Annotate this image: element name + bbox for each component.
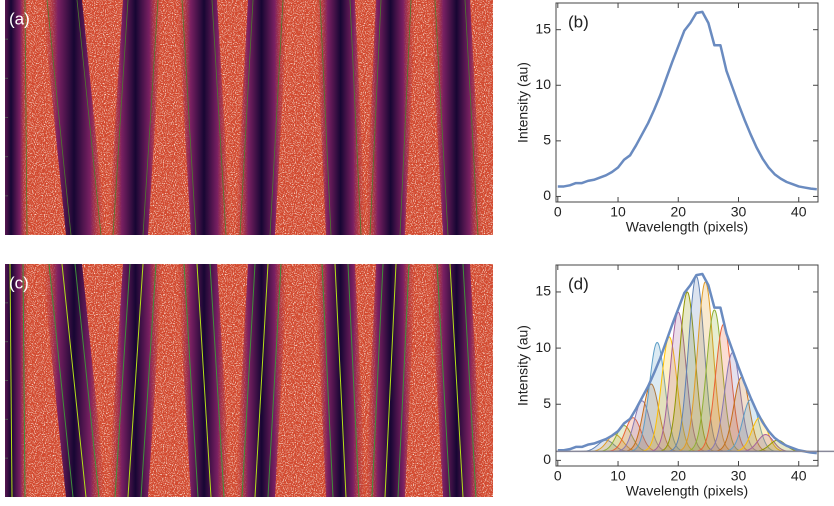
- edge-line: [369, 0, 382, 235]
- fit-line: [196, 264, 212, 497]
- intensity-line: [557, 272, 817, 455]
- fit-line: [127, 264, 144, 497]
- panel-label: (c): [9, 273, 29, 292]
- fit-line: [321, 264, 334, 497]
- fit-line: [22, 264, 26, 497]
- x-tick-label: 20: [670, 468, 686, 484]
- fit-line: [384, 264, 397, 497]
- fit-line: [462, 264, 477, 497]
- fringe-band: [315, 0, 366, 235]
- y-tick-label: 0: [543, 451, 551, 467]
- fit-line: [61, 264, 87, 497]
- plot-frame: [555, 2, 819, 203]
- fringe-band: [42, 0, 106, 235]
- intensity-line: [557, 10, 817, 191]
- fit-peak: [683, 309, 746, 452]
- fit-peak: [637, 336, 701, 452]
- edge-line: [349, 0, 362, 235]
- fit-line: [347, 264, 360, 497]
- x-tick-label: 10: [610, 204, 626, 220]
- y-tick-label: 10: [535, 76, 551, 92]
- fit-line: [397, 264, 410, 497]
- x-axis-label: Wavelength (pixels): [626, 219, 748, 235]
- fit-line: [449, 264, 464, 497]
- x-axis-label: Wavelength (pixels): [626, 483, 748, 499]
- edge-line: [112, 0, 129, 235]
- edge-line: [181, 0, 197, 235]
- x-tick-label: 40: [791, 204, 807, 220]
- fit-line: [436, 264, 451, 497]
- x-tick-label: 20: [670, 204, 686, 220]
- fit-line: [114, 264, 131, 497]
- fringe-band: [430, 0, 483, 235]
- fringe-band: [5, 0, 29, 235]
- x-tick-label: 0: [554, 468, 562, 484]
- fit-line: [254, 264, 269, 497]
- y-tick-label: 5: [543, 395, 551, 411]
- fit-line: [183, 264, 199, 497]
- edge-line: [142, 0, 159, 235]
- edge-line: [24, 0, 28, 235]
- fit-line: [267, 264, 282, 497]
- fit-line: [9, 264, 13, 497]
- fringe-band: [177, 0, 231, 235]
- x-tick-label: 40: [791, 468, 807, 484]
- fringe-band: [235, 0, 288, 235]
- edge-line: [46, 0, 72, 235]
- fringe-band: [108, 0, 163, 235]
- y-tick-label: 15: [535, 283, 551, 299]
- edge-line: [399, 0, 412, 235]
- fit-line: [48, 264, 74, 497]
- y-tick-label: 10: [535, 339, 551, 355]
- edge-line: [319, 0, 332, 235]
- plot-area: [557, 272, 817, 455]
- fit-peak: [655, 291, 719, 452]
- x-tick-label: 10: [610, 468, 626, 484]
- fit-peak: [625, 341, 689, 452]
- fringe-band: [365, 0, 416, 235]
- image-panel: [5, 264, 493, 497]
- x-tick-label: 30: [731, 468, 747, 484]
- image-panel: [5, 0, 493, 235]
- edge-line: [434, 0, 449, 235]
- edge-line: [269, 0, 284, 235]
- fit-line: [334, 264, 347, 497]
- fit-line: [371, 264, 384, 497]
- panel-label: (a): [9, 9, 30, 28]
- panel-label: (d): [568, 274, 589, 293]
- edge-line: [76, 0, 102, 235]
- fit-line: [209, 264, 225, 497]
- fit-line: [74, 264, 100, 497]
- edge-line: [239, 0, 254, 235]
- fit-line: [241, 264, 256, 497]
- edge-line: [211, 0, 227, 235]
- y-tick-label: 15: [535, 20, 551, 36]
- plot-area: [557, 10, 817, 191]
- y-axis-label: Intensity (au): [515, 62, 531, 143]
- edge-line: [464, 0, 479, 235]
- x-tick-label: 30: [731, 204, 747, 220]
- y-tick-label: 5: [543, 132, 551, 148]
- panel-label: (b): [568, 12, 589, 31]
- plot-frame: [555, 264, 819, 467]
- fit-line: [140, 264, 157, 497]
- x-tick-label: 0: [554, 204, 562, 220]
- y-axis-label: Intensity (au): [515, 325, 531, 406]
- y-tick-label: 0: [543, 187, 551, 203]
